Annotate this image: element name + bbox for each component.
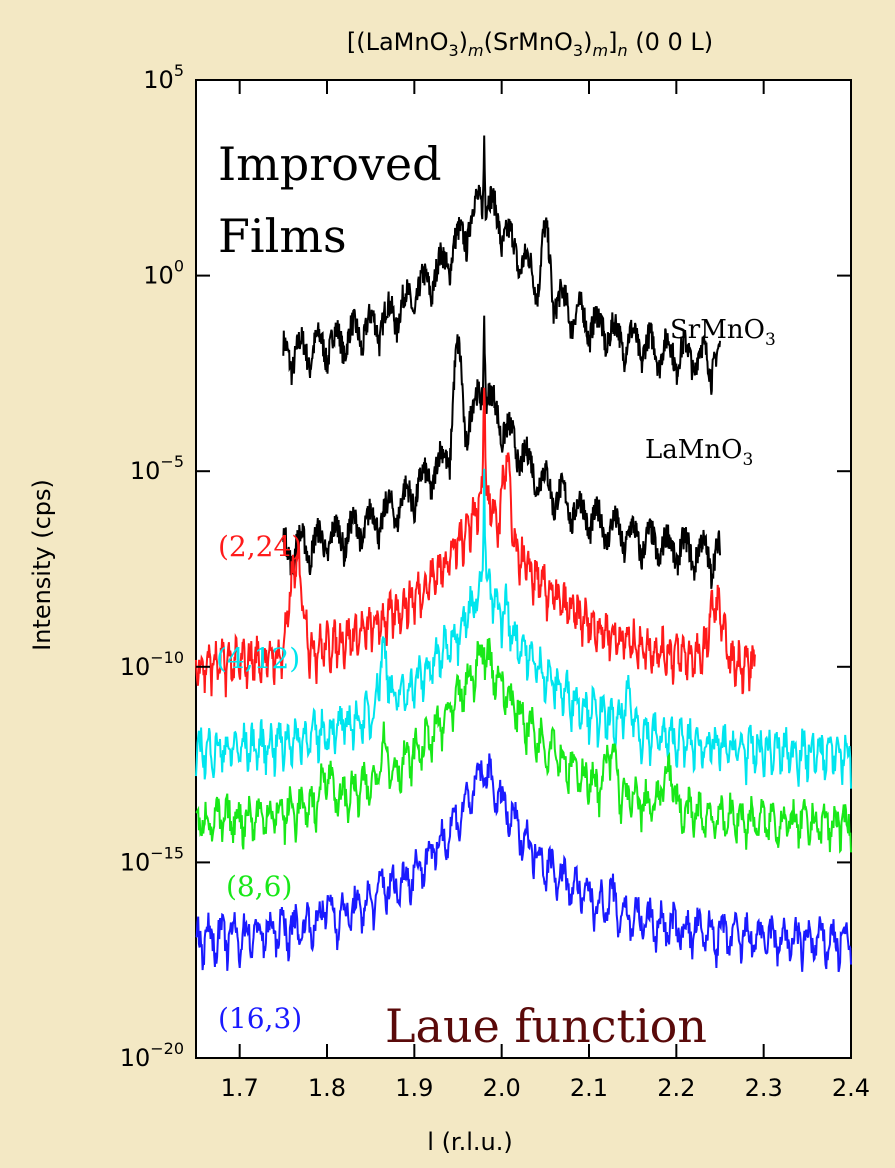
chart-title: [(LaMnO3)m(SrMnO3)m]n (0 0 L) xyxy=(347,28,713,60)
annotation-films: Films xyxy=(218,209,347,263)
x-axis-label: l (r.l.u.) xyxy=(427,1128,512,1156)
y-tick-label: 10−15 xyxy=(120,843,184,876)
series-line-3 xyxy=(195,468,852,789)
x-tick-label: 1.7 xyxy=(221,1074,259,1102)
series-line-5 xyxy=(195,753,852,973)
annotation-lamno3: LaMnO3 xyxy=(645,435,753,470)
annotation-laue: Laue function xyxy=(385,999,707,1053)
label-4-12: (4,12) xyxy=(216,642,300,675)
series-line-1 xyxy=(282,315,721,589)
y-tick-label: 10−10 xyxy=(120,648,184,681)
series-line-2 xyxy=(195,387,756,698)
x-tick-label: 2.1 xyxy=(570,1074,608,1102)
x-tick-label: 2.2 xyxy=(657,1074,695,1102)
plot-area xyxy=(195,79,852,1059)
y-axis-label: Intensity (cps) xyxy=(28,479,56,651)
annotation-improved: Improved xyxy=(218,137,442,191)
x-tick-label: 2.4 xyxy=(832,1074,870,1102)
y-tick-label: 10−5 xyxy=(130,452,184,485)
x-tick-label: 2.3 xyxy=(745,1074,783,1102)
annotation-srmno3: SrMnO3 xyxy=(670,315,776,350)
x-tick-label: 1.9 xyxy=(395,1074,433,1102)
ticks-layer: 1.7 1.8 1.9 2.0 2.1 2.2 2.3 2.4 105 100 10−5 10−10 1… xyxy=(120,61,870,1102)
y-tick-label: 100 xyxy=(143,257,184,290)
y-tick-label: 105 xyxy=(143,61,184,94)
series-line-0 xyxy=(282,135,721,395)
series-layer xyxy=(195,135,852,973)
x-tick-label: 1.8 xyxy=(308,1074,346,1102)
x-tick-label: 2.0 xyxy=(483,1074,521,1102)
series-line-4 xyxy=(195,637,852,854)
label-2-24: (2,24) xyxy=(218,530,302,563)
label-8-6: (8,6) xyxy=(226,870,292,903)
label-16-3: (16,3) xyxy=(218,1002,302,1035)
y-tick-label: 10−20 xyxy=(120,1039,184,1072)
